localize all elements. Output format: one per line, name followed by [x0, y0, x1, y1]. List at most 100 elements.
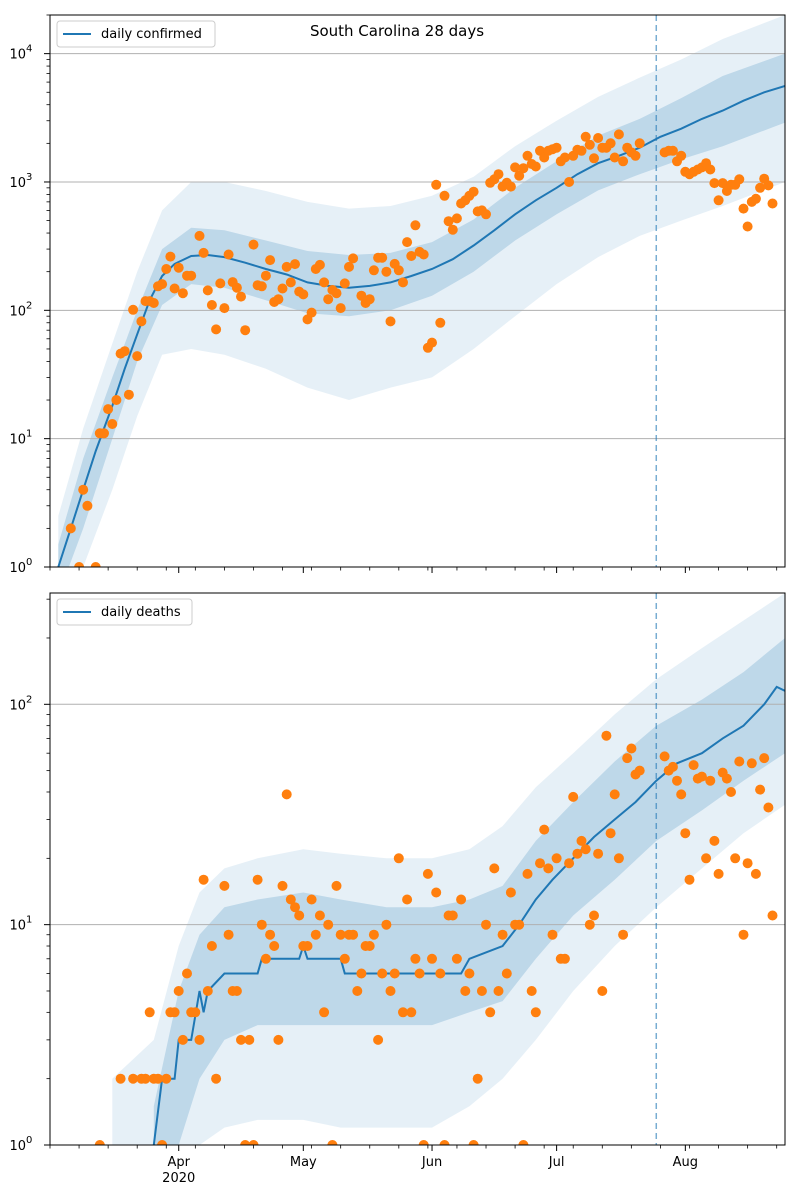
data-point — [422, 868, 433, 879]
y-tick-exponent: 1 — [26, 429, 32, 440]
data-point — [78, 484, 89, 495]
data-point — [111, 395, 122, 405]
data-point — [501, 968, 512, 979]
data-point — [580, 131, 591, 142]
confirmed-x-ticks — [49, 567, 778, 573]
data-point — [206, 300, 217, 310]
x-tick-label: Jul — [548, 1155, 565, 1170]
data-point — [219, 880, 230, 891]
data-point — [559, 152, 570, 163]
data-point — [746, 758, 757, 769]
data-point — [613, 853, 624, 864]
y-tick-label: 10 — [9, 561, 26, 576]
y-tick-exponent: 3 — [26, 172, 32, 183]
legend-label-confirmed: daily confirmed — [101, 27, 202, 42]
data-point — [738, 203, 749, 214]
deaths-line — [152, 685, 785, 1145]
data-point — [319, 1007, 330, 1018]
data-point — [327, 1140, 338, 1145]
band-inner — [153, 638, 785, 1145]
data-point — [564, 858, 575, 869]
data-point — [609, 152, 620, 163]
data-point — [219, 303, 230, 314]
data-point — [622, 753, 633, 764]
y-tick-exponent: 0 — [26, 1135, 32, 1146]
data-point — [302, 941, 313, 951]
data-point — [314, 910, 325, 921]
data-point — [393, 265, 404, 276]
data-point — [381, 266, 392, 277]
data-point — [74, 562, 85, 567]
data-point — [750, 868, 761, 879]
data-point — [94, 1140, 105, 1145]
data-point — [672, 775, 682, 786]
data-point — [269, 941, 280, 951]
data-point — [211, 324, 222, 335]
x-tick-label: May — [290, 1155, 317, 1170]
data-point — [103, 404, 114, 415]
x-tick-label: Apr — [167, 1155, 190, 1170]
y-tick-exponent: 2 — [26, 694, 32, 705]
data-point — [331, 288, 342, 299]
data-point — [734, 174, 745, 185]
data-point — [385, 316, 396, 327]
confirmed-grid — [50, 53, 785, 440]
confirmed-legend: daily confirmed — [56, 20, 216, 48]
data-point — [431, 887, 442, 898]
data-point — [231, 986, 242, 996]
data-point — [447, 910, 458, 921]
data-point — [335, 929, 346, 940]
data-point — [618, 929, 629, 940]
data-point — [763, 180, 774, 191]
data-point — [414, 968, 425, 979]
data-point — [202, 285, 213, 296]
data-point — [476, 986, 487, 996]
data-point — [165, 251, 176, 262]
data-point — [157, 279, 168, 290]
band-outer — [112, 593, 785, 1145]
data-point — [314, 259, 325, 270]
data-point — [236, 1034, 246, 1045]
data-point — [236, 291, 246, 302]
data-point — [530, 161, 541, 172]
legend-label-deaths: daily deaths — [101, 605, 181, 620]
data-point — [589, 153, 599, 164]
data-point — [123, 389, 134, 400]
data-point — [443, 216, 454, 227]
data-point — [634, 138, 645, 149]
y-tick-label: 10 — [9, 176, 26, 191]
data-point — [194, 1034, 205, 1045]
data-point — [464, 968, 475, 979]
data-point — [364, 941, 375, 951]
x-tick-label: Aug — [673, 1155, 698, 1170]
data-point — [468, 1140, 479, 1145]
data-point — [460, 986, 471, 996]
data-point — [767, 910, 778, 921]
data-point — [597, 986, 608, 996]
data-point — [518, 1140, 529, 1145]
data-point — [202, 986, 213, 996]
data-point — [364, 294, 375, 305]
data-point — [568, 791, 579, 802]
data-point — [659, 751, 670, 762]
data-point — [505, 181, 516, 192]
data-point — [613, 129, 624, 140]
data-point — [406, 1007, 417, 1018]
data-point — [630, 150, 641, 161]
data-point — [356, 968, 367, 979]
data-point — [576, 835, 587, 846]
data-point — [186, 270, 197, 281]
data-point — [755, 784, 766, 795]
data-point — [705, 775, 716, 786]
data-point — [456, 894, 467, 905]
data-point — [128, 1073, 139, 1084]
data-point — [385, 986, 396, 996]
data-point — [676, 150, 687, 161]
data-point — [564, 177, 575, 187]
data-point — [368, 929, 379, 940]
data-point — [709, 178, 720, 189]
legend-box — [56, 598, 193, 626]
